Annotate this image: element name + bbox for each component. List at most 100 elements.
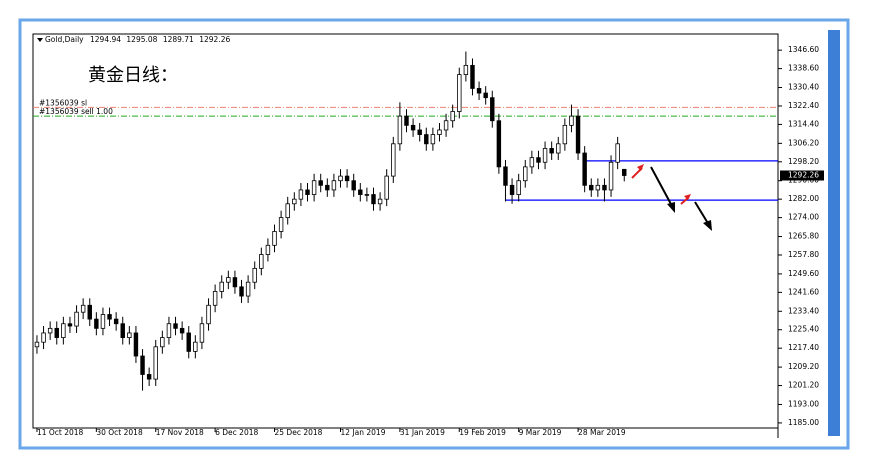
candle-body — [252, 267, 257, 283]
order-label: #1356039 sell 1.00 — [39, 107, 113, 116]
candle-body — [358, 189, 363, 195]
y-tick-label: 1265.80 — [788, 232, 819, 241]
y-tick-label: 1233.40 — [788, 306, 819, 315]
candle-body — [219, 281, 224, 292]
arrows — [631, 164, 712, 231]
y-tick-label: 1274.00 — [788, 213, 819, 222]
candle-body — [166, 323, 172, 338]
candle-body — [410, 124, 416, 131]
candle-body — [41, 332, 46, 343]
candle-body — [193, 341, 198, 352]
y-tick-label: 1257.80 — [788, 250, 819, 259]
candle-body — [575, 115, 581, 154]
candle-body — [391, 143, 396, 177]
candle-body — [54, 327, 59, 338]
header: Gold,Daily 1294.94 1295.08 1289.71 1292.… — [45, 35, 230, 44]
candle-body — [470, 64, 475, 89]
candle-body — [615, 143, 620, 163]
candle-body — [272, 231, 277, 246]
y-tick-label: 1241.60 — [788, 287, 819, 296]
arrow-down — [650, 166, 673, 207]
candle-body — [206, 304, 211, 325]
candle-body — [516, 180, 521, 195]
candle-body — [146, 374, 152, 380]
y-tick-label: 1306.20 — [788, 138, 819, 147]
header-open: 1294.94 — [90, 35, 121, 44]
header-close: 1292.26 — [199, 35, 230, 44]
arrow-head — [703, 220, 712, 231]
x-tick-label: 28 Mar 2019 — [578, 428, 626, 437]
candle-body — [344, 175, 350, 182]
candle-body — [595, 184, 601, 191]
marks: 1185.00 1193.00 1201.20 1209.20 1217.40 1225.… — [33, 45, 824, 437]
candle-body — [232, 277, 238, 288]
candle-body — [562, 124, 568, 145]
candle-body — [331, 180, 337, 191]
candle-body — [245, 281, 251, 297]
arrow-head — [637, 164, 644, 171]
candle-body — [589, 184, 594, 191]
candle-body — [351, 180, 356, 191]
candle-body — [424, 134, 429, 145]
candle-body — [549, 148, 554, 154]
candle-body — [186, 332, 191, 352]
candle-body — [226, 277, 231, 283]
x-tick-label: 31 Jan 2019 — [400, 428, 445, 437]
x-tick-label: 11 Oct 2018 — [37, 428, 84, 437]
candle-body — [113, 318, 119, 325]
candle-body — [397, 115, 403, 145]
candle-body — [602, 184, 607, 191]
candle-body — [318, 180, 323, 186]
order-label: #1356039 sl — [39, 98, 87, 107]
candle-body — [100, 314, 106, 329]
y-tick-label: 1193.00 — [788, 399, 819, 408]
candle-body — [417, 129, 422, 135]
y-tick-label: 1225.40 — [788, 325, 819, 334]
price-tag-label: 1292.26 — [788, 170, 819, 179]
candle-body — [556, 143, 561, 154]
candle-body — [457, 74, 462, 112]
candle-body — [542, 148, 548, 163]
candle-body — [476, 88, 482, 94]
candle-body — [608, 161, 614, 191]
candle-body — [87, 304, 92, 320]
header-high: 1295.08 — [126, 35, 157, 44]
candle-body — [199, 323, 205, 343]
header-icon — [37, 38, 43, 42]
candle-body — [67, 323, 73, 327]
candle-body — [523, 166, 528, 182]
chart-title: 黄金日线： — [88, 65, 178, 86]
y-tick-label: 1201.20 — [788, 381, 819, 390]
candle-body — [529, 157, 535, 168]
candle-body — [311, 180, 317, 195]
candle-body — [364, 194, 370, 196]
candle-body — [509, 184, 515, 195]
candle-body — [212, 291, 218, 306]
candle-body — [179, 327, 185, 334]
price-tag — [780, 170, 824, 181]
arrow-head — [684, 194, 691, 200]
candle-body — [160, 337, 165, 348]
y-tick-label: 1338.60 — [788, 64, 819, 73]
candle-body — [450, 111, 455, 122]
candle-body — [622, 168, 627, 176]
candle-body — [127, 332, 132, 338]
arrow-head — [667, 202, 675, 213]
candle-body — [80, 304, 86, 313]
y-tick-label: 1322.40 — [788, 101, 819, 110]
candle-body — [173, 323, 178, 329]
candle-body — [265, 244, 271, 255]
candle-body — [325, 184, 330, 191]
symbol: Gold,Daily — [45, 35, 84, 44]
candle-body — [47, 327, 53, 334]
candle-body — [120, 323, 125, 338]
candle-body — [503, 166, 508, 186]
y-tick-label: 1185.00 — [788, 418, 819, 427]
candle-body — [490, 97, 495, 122]
candle-body — [437, 129, 442, 135]
y-tick-label: 1282.00 — [788, 194, 819, 203]
candle-body — [404, 115, 409, 126]
candle-body — [61, 323, 66, 338]
candle-body — [384, 175, 389, 200]
